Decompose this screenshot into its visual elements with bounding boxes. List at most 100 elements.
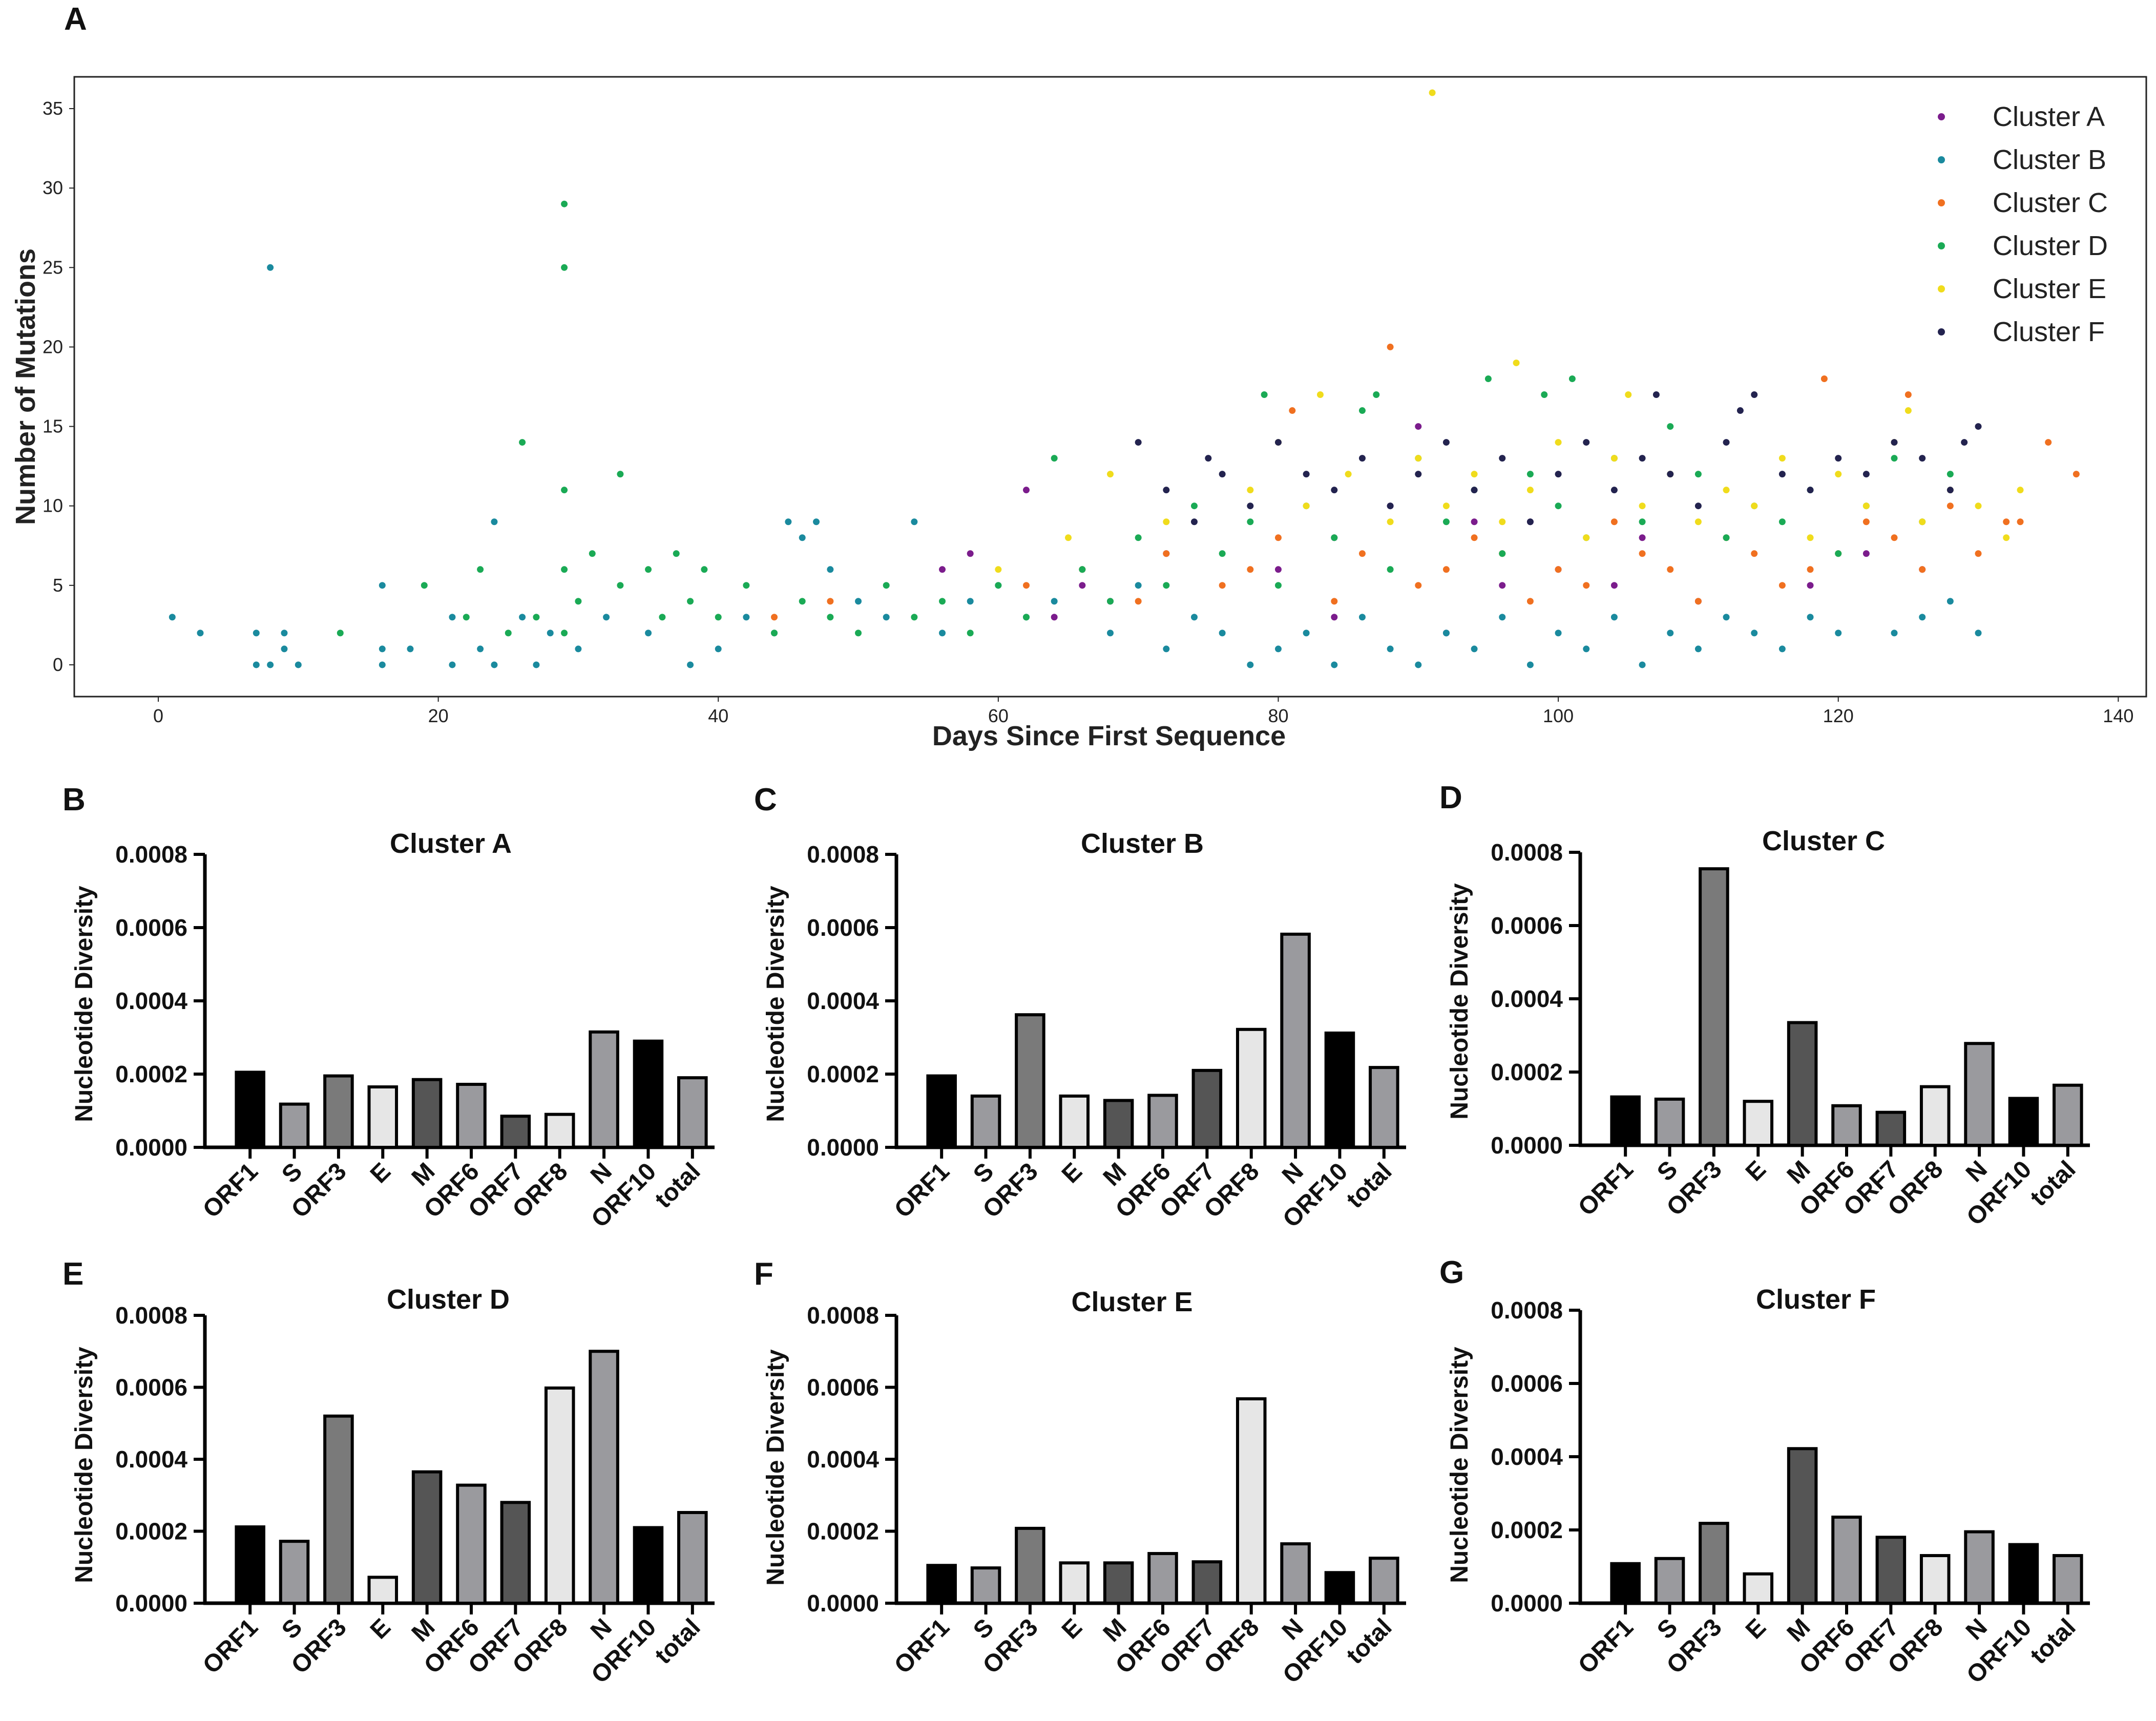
panel-g: G Cluster F Nucleotide Diversity 0.0000 0… [1439, 1255, 2090, 1689]
scatter-point [1499, 518, 1506, 526]
scatter-point [2017, 518, 2024, 526]
bar-orf10 [2008, 1097, 2039, 1147]
bar-ylabel: Nucleotide Diversity [71, 886, 98, 1122]
bar-orf7 [1875, 1536, 1907, 1605]
bar-y-tick-label: 0.0008 [115, 841, 187, 868]
scatter-point [1471, 645, 1478, 653]
scatter-point [1807, 614, 1814, 621]
scatter-x-tick-label: 20 [428, 705, 449, 726]
scatter-point [1541, 391, 1548, 398]
bar-y-tick-label: 0.0004 [115, 1446, 187, 1473]
scatter-point [1667, 423, 1674, 430]
bar-y-tick-label: 0.0006 [115, 1374, 187, 1401]
scatter-y-tick-label: 35 [43, 98, 63, 119]
scatter-point [1079, 582, 1086, 589]
scatter-point [1415, 661, 1422, 668]
bar-x-tick-label: S [277, 1158, 307, 1188]
bar-x-tick-label: S [277, 1613, 307, 1644]
bar-orf6 [1831, 1104, 1862, 1147]
bar-ylabel: Nucleotide Diversity [1446, 1347, 1473, 1583]
scatter-point [1862, 502, 1870, 510]
scatter-point [855, 629, 862, 637]
scatter-point [561, 566, 568, 573]
scatter-point [1135, 582, 1142, 589]
scatter-point [659, 614, 666, 621]
bar-y-tick-label: 0.0004 [807, 988, 879, 1014]
bar-orf3 [323, 1414, 354, 1605]
scatter-point [1303, 502, 1310, 510]
scatter-point [1667, 471, 1674, 478]
scatter-point [561, 200, 568, 207]
scatter-point [1471, 487, 1478, 494]
scatter-point [1807, 487, 1814, 494]
scatter-point [1694, 502, 1702, 510]
legend-marker-cluster-f [1938, 328, 1945, 335]
scatter-point [533, 661, 540, 668]
scatter-point [1639, 661, 1646, 668]
scatter-point [743, 614, 750, 621]
scatter-point [1163, 582, 1170, 589]
bar-x-tick-label: M [1782, 1613, 1816, 1647]
scatter-point [939, 629, 946, 637]
bar-orf3 [1699, 867, 1729, 1147]
legend-label-cluster-e: Cluster E [1993, 274, 2106, 304]
bar-y-tick-label: 0.0002 [807, 1061, 879, 1087]
scatter-point [1163, 487, 1170, 494]
scatter-point [295, 661, 302, 668]
legend-label-cluster-d: Cluster D [1993, 230, 2108, 261]
bar-total [677, 1076, 708, 1149]
scatter-point [855, 598, 862, 605]
scatter-point [1904, 407, 1912, 414]
bar-e [1059, 1094, 1090, 1149]
scatter-point [1667, 566, 1674, 573]
bar-y-tick-label: 0.0000 [807, 1134, 879, 1161]
scatter-point [491, 518, 498, 526]
scatter-point [967, 629, 974, 637]
bar-x-tick-label: M [407, 1158, 441, 1191]
bar-x-tick-label: N [585, 1613, 617, 1645]
scatter-point [1946, 487, 1954, 494]
bar-orf7 [500, 1115, 531, 1149]
scatter-point [1778, 645, 1786, 653]
scatter-point [1429, 89, 1436, 96]
scatter-frame [73, 76, 2147, 698]
scatter-point [771, 629, 778, 637]
panel-letter-a: A [64, 2, 87, 37]
scatter-point [1471, 471, 1478, 478]
scatter-point [379, 582, 386, 589]
scatter-point [1303, 629, 1310, 637]
scatter-point [1499, 582, 1506, 589]
scatter-point [1442, 629, 1450, 637]
scatter-point [785, 518, 792, 526]
bar-ylabel: Nucleotide Diversity [762, 886, 789, 1122]
bar-ylabel: Nucleotide Diversity [71, 1347, 98, 1583]
scatter-y-tick-label: 15 [43, 416, 63, 437]
bar-x-tick-label: E [365, 1613, 396, 1644]
bar-m [1787, 1021, 1818, 1147]
scatter-point [1274, 439, 1282, 446]
bar-x-tick-label: ORF1 [889, 1613, 955, 1679]
scatter-point [281, 645, 288, 653]
scatter-point [1526, 598, 1534, 605]
bar-e [1059, 1561, 1090, 1605]
scatter-point [463, 614, 470, 621]
scatter-point [379, 661, 386, 668]
scatter-point [1625, 391, 1632, 398]
bar-orf6 [456, 1483, 487, 1605]
scatter-point [561, 629, 568, 637]
scatter-point [1219, 471, 1226, 478]
scatter-y-tick-label: 5 [53, 575, 63, 596]
scatter-point [673, 550, 680, 557]
scatter-point [1331, 598, 1338, 605]
bar-s [279, 1102, 310, 1149]
scatter-point [505, 629, 512, 637]
scatter-x-tick-label: 80 [1268, 705, 1288, 726]
scatter-point [1835, 629, 1842, 637]
scatter-point [2003, 518, 2010, 526]
scatter-point [1499, 614, 1506, 621]
scatter-point [617, 471, 624, 478]
scatter-point [1471, 518, 1478, 526]
scatter-point [603, 614, 610, 621]
scatter-point [477, 566, 484, 573]
